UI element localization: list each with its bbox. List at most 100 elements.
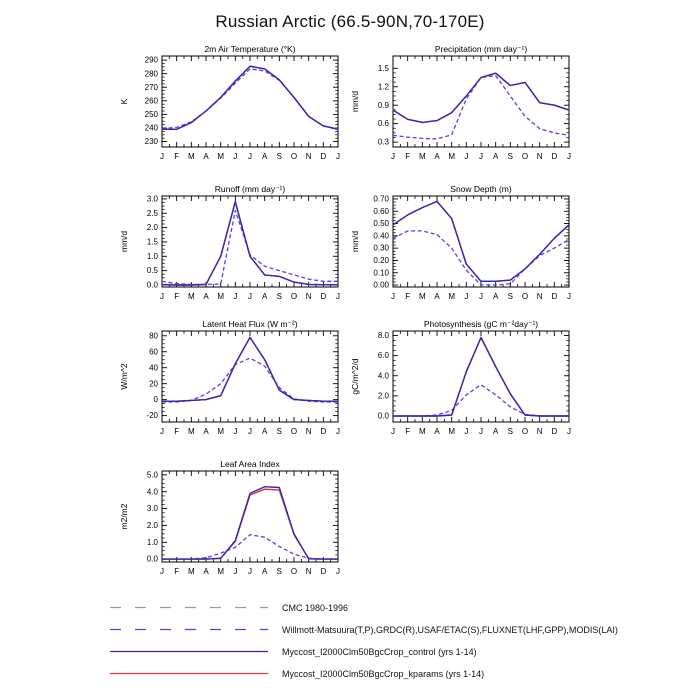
svg-text:6.0: 6.0	[378, 351, 390, 360]
svg-text:Runoff (mm day⁻¹): Runoff (mm day⁻¹)	[215, 184, 286, 194]
svg-text:N: N	[306, 152, 312, 161]
legend: CMC 1980-1996 Willmott-Matsuura(T,P),GRD…	[110, 602, 618, 679]
svg-text:0.5: 0.5	[147, 266, 159, 275]
svg-text:8.0: 8.0	[378, 331, 390, 340]
svg-text:J: J	[464, 152, 468, 161]
svg-text:J: J	[567, 427, 571, 436]
svg-text:S: S	[508, 292, 513, 301]
svg-text:J: J	[391, 292, 395, 301]
svg-text:A: A	[493, 152, 499, 161]
legend-line-control	[110, 650, 268, 653]
svg-text:J: J	[233, 427, 237, 436]
svg-text:M: M	[188, 152, 195, 161]
svg-text:2.5: 2.5	[147, 209, 159, 218]
svg-text:N: N	[537, 292, 543, 301]
svg-text:J: J	[391, 152, 395, 161]
svg-text:J: J	[336, 292, 340, 301]
svg-text:J: J	[336, 427, 340, 436]
svg-text:0.70: 0.70	[373, 195, 389, 204]
svg-text:M: M	[419, 427, 426, 436]
svg-text:Leaf Area Index: Leaf Area Index	[220, 459, 280, 469]
svg-text:J: J	[391, 427, 395, 436]
svg-text:M: M	[217, 152, 224, 161]
svg-text:F: F	[174, 427, 179, 436]
svg-text:S: S	[277, 292, 282, 301]
svg-text:O: O	[291, 567, 297, 576]
svg-text:1.2: 1.2	[378, 82, 390, 91]
chart-runoff: Runoff (mm day⁻¹) J F M A M J J A S O N D J 0.0 0.5 1.0 1…	[116, 184, 352, 309]
svg-text:4.0: 4.0	[147, 487, 159, 496]
svg-text:0.60: 0.60	[373, 207, 389, 216]
svg-text:J: J	[567, 292, 571, 301]
svg-text:W/m^2: W/m^2	[119, 363, 129, 389]
svg-text:M: M	[188, 427, 195, 436]
svg-text:O: O	[291, 152, 297, 161]
svg-text:S: S	[508, 427, 513, 436]
svg-text:-20: -20	[146, 411, 158, 420]
svg-text:A: A	[434, 152, 440, 161]
svg-text:D: D	[551, 427, 557, 436]
legend-label-cmc: CMC 1980-1996	[282, 602, 349, 613]
svg-text:J: J	[233, 292, 237, 301]
svg-text:J: J	[464, 292, 468, 301]
svg-text:4.0: 4.0	[378, 371, 390, 380]
legend-line-observations	[110, 628, 268, 631]
chart-photosynthesis: Photosynthesis (gC m⁻²day⁻¹) J F M A M J J A S O N D…	[347, 319, 583, 444]
svg-text:60: 60	[149, 347, 158, 356]
svg-text:A: A	[434, 292, 440, 301]
svg-text:gC/m^2/d: gC/m^2/d	[350, 358, 360, 394]
svg-text:O: O	[522, 427, 528, 436]
svg-text:A: A	[262, 292, 268, 301]
legend-item-observations: Willmott-Matsuura(T,P),GRDC(R),USAF/ETAC…	[110, 625, 618, 635]
svg-text:J: J	[248, 152, 252, 161]
svg-text:D: D	[320, 152, 326, 161]
chart-leaf-area-index: Leaf Area Index J F M A M J J A S O N D J 0.0 1.0 2.0 3.0…	[116, 459, 352, 584]
chart-2m-air-temperature: 2m Air Temperature (°K) J F M A M J J A S O N D J 230 2…	[116, 44, 352, 169]
svg-text:S: S	[277, 152, 282, 161]
svg-text:D: D	[320, 567, 326, 576]
svg-text:2.0: 2.0	[147, 223, 159, 232]
svg-text:F: F	[174, 292, 179, 301]
svg-text:0.10: 0.10	[373, 268, 389, 277]
svg-text:M: M	[448, 152, 455, 161]
svg-text:0.0: 0.0	[147, 281, 159, 290]
svg-text:1.0: 1.0	[147, 538, 159, 547]
legend-item-control: Myccost_I2000Clm50BgcCrop_control (yrs 1…	[110, 647, 618, 657]
svg-text:250: 250	[145, 110, 159, 119]
svg-text:J: J	[248, 292, 252, 301]
svg-text:Precipitation (mm day⁻¹): Precipitation (mm day⁻¹)	[435, 44, 528, 54]
svg-text:0: 0	[154, 395, 159, 404]
svg-text:290: 290	[145, 56, 159, 65]
svg-text:Latent Heat Flux (W m⁻²): Latent Heat Flux (W m⁻²)	[202, 319, 297, 329]
svg-text:40: 40	[149, 363, 158, 372]
svg-text:J: J	[336, 567, 340, 576]
svg-text:J: J	[479, 292, 483, 301]
latent-heat-flux-plot: Latent Heat Flux (W m⁻²)J F M A M J J A S O N D J-20…	[119, 319, 340, 436]
svg-text:0.9: 0.9	[378, 101, 390, 110]
svg-text:J: J	[336, 152, 340, 161]
chart-precipitation: Precipitation (mm day⁻¹) J F M A M J J A S O N D J 0.3…	[347, 44, 583, 169]
svg-text:N: N	[537, 152, 543, 161]
svg-text:M: M	[448, 292, 455, 301]
svg-text:A: A	[262, 152, 268, 161]
svg-text:1.5: 1.5	[147, 238, 159, 247]
svg-text:280: 280	[145, 69, 159, 78]
svg-text:A: A	[203, 292, 209, 301]
svg-text:20: 20	[149, 379, 158, 388]
svg-text:J: J	[248, 427, 252, 436]
svg-text:J: J	[479, 152, 483, 161]
svg-text:N: N	[537, 427, 543, 436]
legend-line-kparams	[110, 672, 268, 675]
svg-text:J: J	[160, 292, 164, 301]
svg-text:N: N	[306, 427, 312, 436]
svg-text:80: 80	[149, 331, 158, 340]
svg-text:N: N	[306, 292, 312, 301]
svg-text:0.20: 0.20	[373, 256, 389, 265]
svg-text:0.3: 0.3	[378, 138, 390, 147]
svg-text:M: M	[448, 427, 455, 436]
svg-text:0.30: 0.30	[373, 244, 389, 253]
precipitation-plot: Precipitation (mm day⁻¹)J F M A M J J A S O N D J0.3…	[350, 44, 571, 161]
svg-text:J: J	[160, 427, 164, 436]
photosynthesis-plot: Photosynthesis (gC m⁻²day⁻¹)J F M A M J J A S O N D…	[350, 319, 571, 436]
